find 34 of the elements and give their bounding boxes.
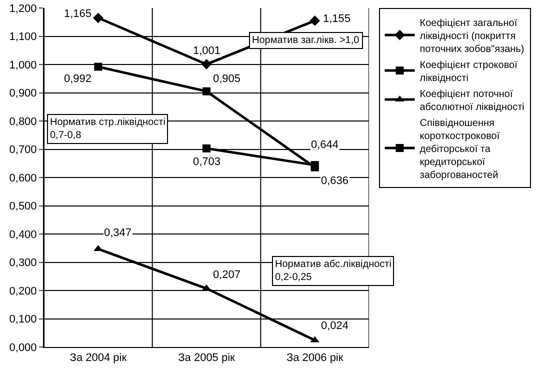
y-tick-label: 1,200 xyxy=(9,2,37,15)
legend-label: Коефіцієнт загальної ліквідності (покриття поточних зобов"язань) xyxy=(420,18,524,55)
annotation: Норматив заг.лікв. >1,0 xyxy=(252,35,360,46)
legend-label: Співвідношення короткострокової дебіторської та кредиторської заборгованостей xyxy=(420,118,500,181)
data-label: 0,347 xyxy=(104,227,132,239)
y-tick-label: 1,000 xyxy=(9,59,37,72)
legend-label: Коефіцієнт поточної абсолютної ліквідності xyxy=(420,88,524,113)
data-label: 0,992 xyxy=(64,73,92,85)
y-tick-label: 0,500 xyxy=(9,200,37,213)
data-label: 1,001 xyxy=(193,45,221,57)
y-tick-label: 0,800 xyxy=(9,116,37,128)
y-tick-label: 0,600 xyxy=(9,172,37,184)
data-label: 0,644 xyxy=(311,139,339,151)
y-tick-label: 0,900 xyxy=(9,88,37,100)
y-tick-label: 1,100 xyxy=(9,31,37,44)
data-label: 1,155 xyxy=(323,13,351,25)
y-tick-label: 0,200 xyxy=(9,285,37,298)
data-label: 0,905 xyxy=(213,73,241,85)
y-tick-label: 0,000 xyxy=(9,342,37,354)
y-tick-label: 0,300 xyxy=(9,257,37,270)
y-tick-label: 0,400 xyxy=(9,228,37,241)
data-label: 0,636 xyxy=(321,175,349,187)
data-label: 0,024 xyxy=(321,320,349,332)
data-label: 0,207 xyxy=(213,269,241,281)
annotation: Норматив абс.ліквідності 0,2-0,25 xyxy=(275,259,392,283)
x-tick-label: За 2005 рік xyxy=(178,352,236,364)
y-tick-label: 0,100 xyxy=(9,314,37,326)
legend-label: Коефіцієнт строкової ліквідності xyxy=(420,60,518,84)
x-tick-label: За 2006 рік xyxy=(286,352,344,364)
x-tick-label: За 2004 рік xyxy=(70,352,127,364)
y-tick-label: 0,700 xyxy=(9,144,37,156)
annotation: Норматив стр.ліквідності 0,7-0,8 xyxy=(50,117,166,141)
data-label: 0,703 xyxy=(193,156,221,168)
data-label: 1,165 xyxy=(64,8,92,20)
